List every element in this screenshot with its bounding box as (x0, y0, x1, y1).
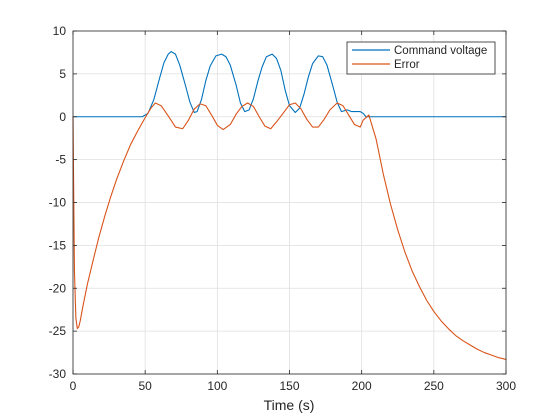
x-axis-label: Time (s) (264, 397, 315, 413)
y-tick-label: 0 (59, 110, 66, 124)
legend-label-error: Error (394, 59, 420, 71)
tick-labels: 0 50 100 150 200 250 300 -30 -25 -20 -15 -10 -5 0 5 10 (49, 24, 517, 393)
series-group (72, 51, 507, 360)
series-line-command-voltage (72, 51, 507, 118)
y-tick-label: -15 (49, 238, 67, 252)
series-line-error (72, 102, 507, 360)
x-tick-label: 250 (424, 379, 444, 393)
x-tick-label: 100 (207, 379, 227, 393)
axes-frame (72, 30, 507, 375)
x-tick-label: 150 (279, 379, 299, 393)
y-tick-label: 10 (53, 24, 67, 38)
y-tick-label: -25 (49, 324, 67, 338)
x-tick-label: 200 (352, 379, 372, 393)
x-tick-label: 0 (70, 379, 77, 393)
x-tick-label: 300 (496, 379, 516, 393)
grid (72, 30, 507, 375)
legend-box (346, 41, 496, 75)
x-tick-label: 50 (138, 379, 152, 393)
y-tick-label: 5 (59, 67, 66, 81)
legend[interactable]: Command voltage Error (346, 41, 496, 75)
y-tick-label: -30 (49, 367, 67, 381)
legend-label-command-voltage: Command voltage (394, 45, 487, 57)
y-tick-label: -20 (49, 281, 67, 295)
y-tick-label: -10 (49, 196, 67, 210)
y-tick-label: -5 (55, 153, 66, 167)
